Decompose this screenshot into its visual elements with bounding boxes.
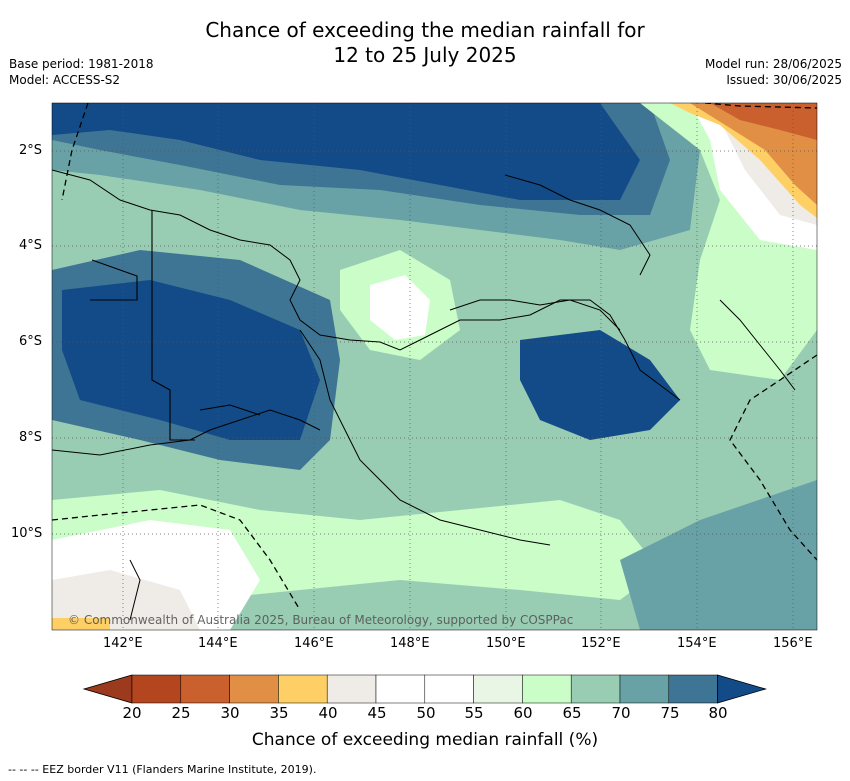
colorbar-tick: 40: [318, 704, 338, 722]
colorbar-tick: 55: [464, 704, 484, 722]
region-white-center: [370, 275, 430, 340]
lon-label: 148°E: [390, 636, 430, 651]
region-70-75-southeast: [620, 480, 817, 630]
colorbar-tick: 50: [416, 704, 436, 722]
colorbar-swatch: [619, 674, 670, 704]
model-run: Model run: 28/06/2025: [704, 57, 842, 71]
map-frame: [51, 102, 818, 631]
lat-label: 10°S: [11, 526, 43, 541]
base-period: Base period: 1981-2018: [9, 57, 154, 71]
colorbar-tick: 45: [367, 704, 387, 722]
lon-label: 154°E: [677, 636, 717, 651]
colorbar-tick: 75: [660, 704, 680, 722]
lon-label: 146°E: [294, 636, 334, 651]
lon-label: 150°E: [486, 636, 526, 651]
colorbar-swatch: [522, 674, 572, 704]
colorbar-swatch: [570, 674, 621, 704]
colorbar-swatch: [473, 674, 523, 704]
lon-label: 156°E: [773, 636, 813, 651]
model-name: Model: ACCESS-S2: [9, 73, 121, 87]
national-borders: [90, 210, 195, 441]
lon-label: 144°E: [198, 636, 238, 651]
colorbar-extend-low: [82, 674, 133, 704]
issued-date: Issued: 30/06/2025: [726, 73, 842, 87]
map-title: Chance of exceeding the median rainfall …: [0, 18, 850, 68]
colorbar-tick: 20: [122, 704, 142, 722]
title-line-1: Chance of exceeding the median rainfall …: [205, 18, 645, 42]
colorbar-swatch: [131, 674, 182, 704]
region-35-40-southwest: [52, 618, 110, 630]
eez-borders: [52, 103, 817, 611]
region-over-80-north: [52, 103, 640, 200]
colorbar-extend-high: [717, 674, 768, 704]
colorbar-swatch: [375, 674, 426, 704]
colorbar-swatch: [326, 674, 377, 704]
colorbar: [82, 674, 768, 704]
region-over-80-east: [520, 330, 680, 440]
region-over-80-west: [62, 280, 320, 440]
colorbar-swatch: [229, 674, 279, 704]
colorbar-swatch: [668, 674, 718, 704]
colorbar-swatch: [180, 674, 230, 704]
meta-right: Model run: 28/06/2025 Issued: 30/06/2025: [705, 56, 842, 88]
copyright-note: © Commonwealth of Australia 2025, Bureau…: [68, 613, 574, 627]
colorbar-tick: 65: [562, 704, 582, 722]
lat-label: 4°S: [19, 238, 43, 253]
lat-label: 6°S: [19, 334, 43, 349]
eez-legend-note: -- -- -- EEZ border V11 (Flanders Marine…: [8, 763, 317, 776]
map-panel: [52, 103, 817, 630]
lon-label: 142°E: [103, 636, 143, 651]
colorbar-tick: 60: [513, 704, 533, 722]
lon-label: 152°E: [581, 636, 621, 651]
colorbar-swatch: [424, 674, 474, 704]
colorbar-label: Chance of exceeding median rainfall (%): [251, 730, 599, 750]
coastlines: [52, 169, 796, 621]
lat-label: 8°S: [19, 430, 43, 445]
colorbar-tick: 70: [611, 704, 631, 722]
title-line-2: 12 to 25 July 2025: [333, 43, 517, 67]
region-40-45-southwest: [52, 570, 200, 630]
colorbar-tick: 25: [171, 704, 191, 722]
region-25-30-east: [710, 103, 817, 140]
colorbar-tick: 80: [708, 704, 728, 722]
meta-left: Base period: 1981-2018 Model: ACCESS-S2: [9, 56, 154, 88]
lat-label: 2°S: [19, 143, 43, 158]
colorbar-tick: 30: [220, 704, 240, 722]
colorbar-swatch: [278, 674, 328, 704]
colorbar-tick: 35: [269, 704, 289, 722]
